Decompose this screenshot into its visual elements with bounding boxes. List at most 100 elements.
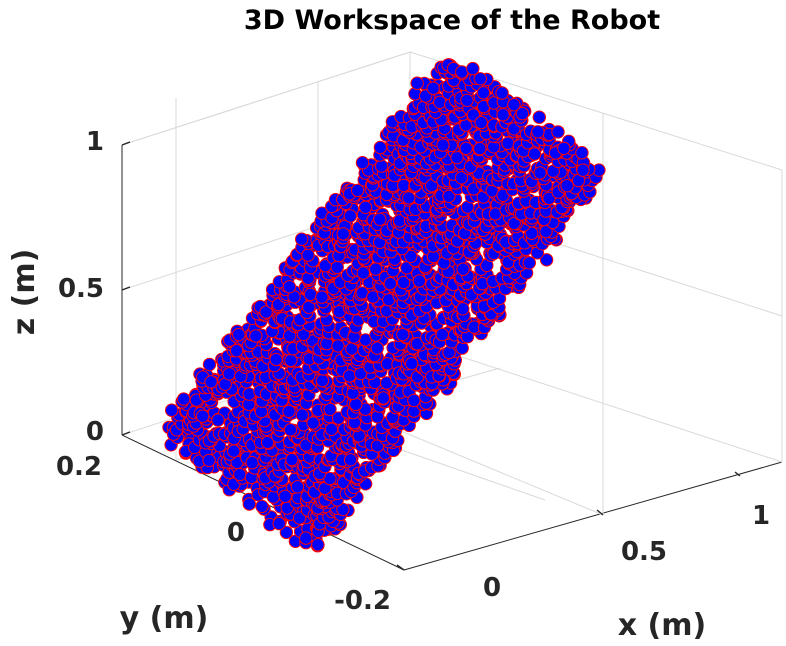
scatter-point — [376, 391, 390, 405]
y-axis-label: y (m) — [120, 601, 209, 636]
scatter-point — [542, 191, 556, 206]
scatter-point — [202, 453, 216, 468]
scatter-point — [405, 356, 419, 371]
scatter-point — [272, 516, 286, 531]
scatter-point — [370, 341, 384, 355]
scatter-point — [232, 327, 246, 342]
scatter-point — [177, 392, 191, 406]
scatter-point — [255, 499, 269, 514]
scatter-point — [350, 183, 365, 198]
scatter-point — [575, 146, 589, 160]
scatter-point — [473, 141, 487, 156]
scatter-point — [311, 538, 325, 552]
z-tick-label: 1 — [86, 127, 104, 157]
scatter-point — [527, 147, 542, 161]
scatter-point — [436, 138, 450, 152]
scatter-point — [324, 422, 339, 436]
scatter-point — [466, 61, 480, 76]
scatter-point — [551, 125, 565, 139]
scatter-point — [454, 171, 469, 185]
scatter-point — [302, 300, 316, 314]
scatter-point — [233, 467, 247, 482]
y-tick-label: -0.2 — [334, 586, 391, 616]
scatter-point — [474, 115, 488, 130]
scatter-point — [331, 339, 345, 353]
scatter-point — [295, 408, 310, 422]
y-tick-label: 0 — [227, 518, 245, 548]
scatter-point — [315, 373, 330, 388]
scatter-point — [531, 125, 545, 139]
scatter-point — [557, 141, 571, 156]
scatter-point — [407, 393, 421, 408]
scatter-point — [299, 531, 313, 545]
scatter-point — [404, 249, 418, 263]
scatter-point — [532, 110, 546, 124]
scatter-point — [410, 76, 424, 90]
x-tick-label: 0 — [483, 573, 501, 603]
scatter-point — [456, 302, 470, 316]
chart-title: 3D Workspace of the Robot — [244, 5, 660, 36]
scatter-point — [560, 179, 574, 193]
scatter-point — [204, 375, 218, 389]
scatter-point — [279, 525, 294, 540]
scatter-point — [290, 480, 305, 494]
scatter-point — [249, 329, 263, 343]
scatter-point — [374, 159, 389, 173]
scatter-point — [343, 209, 357, 223]
scatter-point — [397, 178, 411, 193]
scatter-point — [245, 456, 259, 470]
scatter-point — [442, 189, 456, 204]
scatter-point — [336, 227, 350, 241]
scatter-point — [576, 163, 590, 177]
scatter-point — [358, 200, 373, 215]
scatter-point — [303, 287, 318, 302]
scatter-point — [315, 290, 329, 304]
scatter-point — [165, 403, 179, 417]
scatter-point — [369, 262, 383, 276]
scatter-point — [323, 402, 337, 416]
scatter-point — [229, 344, 244, 358]
scatter-point — [383, 276, 397, 291]
scatter-point — [456, 262, 470, 276]
x-axis-label: x (m) — [618, 608, 706, 643]
scatter-point — [242, 497, 257, 511]
scatter-point — [343, 453, 358, 467]
back-bottom-right — [409, 339, 783, 463]
scatter-point — [373, 140, 388, 155]
scatter-point — [355, 156, 370, 170]
scatter-point — [282, 280, 297, 294]
scatter-point — [285, 452, 299, 467]
scatter-point — [473, 72, 487, 86]
scatter-point — [295, 232, 309, 246]
z-axis-label: z (m) — [7, 249, 42, 336]
scatter-point — [412, 274, 426, 288]
ticks — [121, 141, 741, 571]
scatter-point — [455, 65, 469, 79]
scatter-point — [330, 260, 344, 274]
scatter-point — [507, 122, 521, 136]
scatter-point — [459, 141, 473, 156]
scatter-point — [501, 136, 515, 150]
scatter-point — [460, 93, 474, 108]
scatter-point — [260, 435, 275, 450]
workspace-points — [162, 58, 606, 553]
scatter-point — [292, 511, 307, 525]
y-tick-label: 0.2 — [56, 452, 102, 482]
scatter-point — [522, 256, 536, 270]
scatter-point — [539, 253, 554, 267]
scatter-point — [349, 397, 363, 412]
scatter-point — [278, 489, 292, 503]
scatter-point — [533, 166, 547, 180]
scatter-point — [396, 275, 411, 290]
z-tick-label: 0.5 — [58, 274, 104, 304]
scatter-point — [496, 108, 510, 122]
scatter-point — [342, 369, 357, 383]
scatter-point — [301, 248, 315, 262]
scatter-point — [202, 357, 217, 372]
x-tick-label: 1 — [752, 501, 770, 531]
scatter-point — [515, 106, 530, 121]
x-axis-line — [403, 461, 783, 571]
x-tick-label: 0.5 — [621, 537, 667, 567]
scatter-point — [495, 86, 509, 100]
